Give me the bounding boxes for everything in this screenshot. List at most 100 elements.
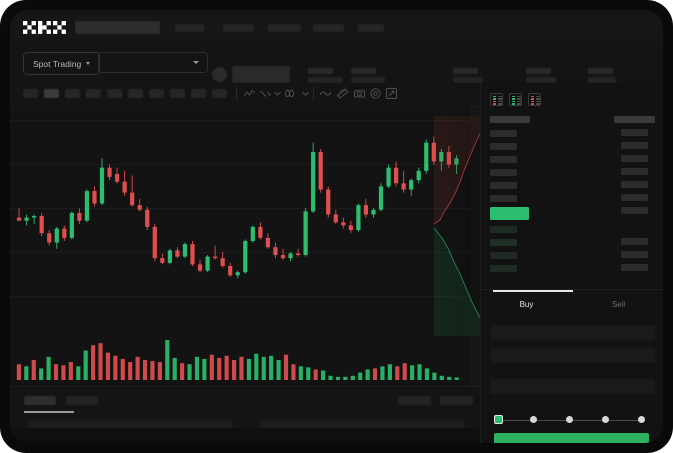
market-type-label: Spot Trading: [33, 58, 82, 69]
chart-gridline: [10, 164, 470, 165]
camera-icon[interactable]: [353, 87, 366, 100]
order-book-price-cell: [621, 142, 648, 149]
nav-item-5[interactable]: [358, 24, 384, 32]
trend-line-icon[interactable]: [243, 87, 256, 100]
nav-item-1[interactable]: [175, 24, 204, 32]
submit-buy-button[interactable]: [494, 433, 649, 443]
top-header: [10, 10, 663, 43]
tab-sell-label: Sell: [611, 299, 626, 309]
orders-tab-history[interactable]: [66, 396, 98, 405]
toolbar-divider-1: [236, 87, 237, 100]
chart-gridline: [10, 120, 470, 121]
order-book-ask-row[interactable]: [490, 182, 517, 189]
stat-change: [308, 68, 342, 83]
combined-view-icon[interactable]: [490, 93, 503, 106]
timeframe-button-5[interactable]: [107, 89, 122, 98]
timeframe-button-7[interactable]: [149, 89, 164, 98]
slider-step-100[interactable]: [638, 416, 645, 423]
chevron-down-icon[interactable]: [299, 87, 312, 100]
order-book-ask-row[interactable]: [490, 130, 517, 137]
order-book-price-cell: [621, 251, 648, 258]
timeframe-button-6[interactable]: [128, 89, 143, 98]
tab-sell[interactable]: Sell: [573, 290, 663, 318]
order-book-layout-switcher: [490, 93, 541, 106]
market-type-dropdown[interactable]: Spot Trading: [23, 52, 101, 75]
chart-gridline: [10, 252, 470, 253]
order-book-bid-row[interactable]: [490, 226, 517, 233]
nav-item-3[interactable]: [268, 24, 301, 32]
order-amount-slider[interactable]: [494, 414, 649, 426]
order-book-ask-row[interactable]: [490, 156, 517, 163]
order-book-bid-row[interactable]: [490, 239, 517, 246]
chevron-down-icon: [193, 61, 199, 64]
order-book-price-cell: [621, 207, 648, 214]
order-total-input[interactable]: [490, 379, 655, 394]
order-book-price-cell: [621, 155, 648, 162]
order-book-price-cell: [621, 238, 648, 245]
fullscreen-icon[interactable]: [385, 87, 398, 100]
order-book-ask-row[interactable]: [490, 169, 517, 176]
timeframe-button-10[interactable]: [212, 89, 227, 98]
ruler-icon[interactable]: [336, 87, 349, 100]
order-book-ask-row[interactable]: [490, 143, 517, 150]
slider-step-50[interactable]: [566, 416, 573, 423]
order-book-price-cell: [621, 168, 648, 175]
timeframe-button-4[interactable]: [86, 89, 101, 98]
slider-handle[interactable]: [494, 415, 503, 424]
timeframe-button-3[interactable]: [65, 89, 80, 98]
tab-buy[interactable]: Buy: [481, 290, 572, 318]
orders-action-2[interactable]: [440, 396, 473, 405]
order-book-header-left: [490, 116, 530, 123]
text-icon[interactable]: [283, 87, 296, 100]
order-book-panel: Buy Sell: [480, 83, 663, 443]
timeframe-button-2[interactable]: [44, 89, 59, 98]
timeframe-button-9[interactable]: [191, 89, 206, 98]
orders-tab-active-underline: [24, 411, 74, 413]
chart-gridline: [10, 208, 470, 209]
okx-logo[interactable]: [23, 21, 67, 34]
orders-tab-open[interactable]: [24, 396, 56, 405]
app-screen: Spot Trading: [10, 10, 663, 443]
bids-only-view-icon[interactable]: [509, 93, 522, 106]
order-book-price-cell: [621, 129, 648, 136]
order-amount-input[interactable]: [490, 348, 655, 363]
header-search-placeholder[interactable]: [75, 21, 160, 34]
active-tab-indicator: [493, 290, 573, 292]
trade-form-tabs: Buy Sell: [481, 289, 663, 318]
nav-item-2[interactable]: [223, 24, 254, 32]
order-price-input[interactable]: [490, 325, 655, 340]
chevron-down-icon: [86, 62, 91, 65]
tab-buy-label: Buy: [519, 299, 534, 309]
stat-volume-quote: [588, 68, 616, 83]
order-book-current-price[interactable]: [490, 207, 529, 220]
price-chart[interactable]: [10, 106, 470, 386]
asks-only-view-icon[interactable]: [528, 93, 541, 106]
order-book-bid-row[interactable]: [490, 265, 517, 272]
chevron-down-icon[interactable]: [271, 87, 284, 100]
order-book-bid-row[interactable]: [490, 252, 517, 259]
last-price-value: [232, 66, 290, 83]
order-book-price-cell: [621, 264, 648, 271]
chart-gridline: [10, 296, 470, 297]
stat-low: [453, 68, 483, 83]
timeframe-button-1[interactable]: [23, 89, 38, 98]
slider-step-25[interactable]: [530, 416, 537, 423]
bottom-spacer: [10, 428, 480, 443]
order-book-ask-row[interactable]: [490, 195, 517, 202]
slider-step-75[interactable]: [602, 416, 609, 423]
nav-item-4[interactable]: [313, 24, 344, 32]
indicator-icon[interactable]: [319, 87, 332, 100]
timeframe-button-8[interactable]: [170, 89, 185, 98]
order-book-price-cell: [621, 194, 648, 201]
candlestick-series: [16, 136, 459, 279]
stat-high: [351, 68, 385, 83]
pair-coin-icon: [212, 67, 227, 82]
ray-line-icon[interactable]: [259, 87, 272, 100]
order-book-header-right: [614, 116, 655, 123]
settings-icon[interactable]: [369, 87, 382, 100]
order-book-price-cell: [621, 181, 648, 188]
volume-series: [16, 340, 459, 380]
orders-action-1[interactable]: [398, 396, 431, 405]
trading-pair-select[interactable]: [98, 52, 208, 73]
